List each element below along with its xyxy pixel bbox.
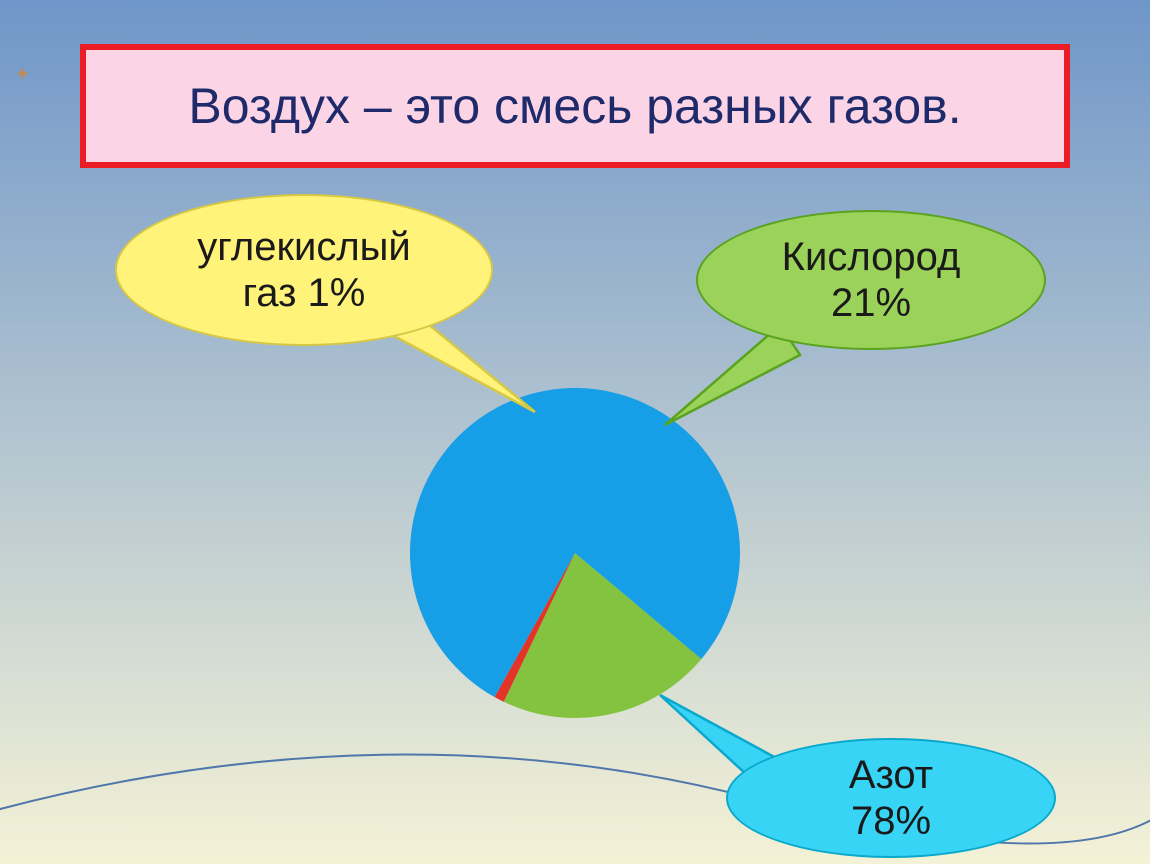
slide: ✦ Воздух – это смесь разных газов. Кисло… — [0, 0, 1150, 864]
callout-tail — [0, 0, 1150, 864]
callout-nitrogen: Азот78% — [0, 0, 1150, 864]
callout-line2: 78% — [851, 799, 931, 843]
callout-label: Азот78% — [849, 752, 933, 844]
callout-line1: Азот — [849, 753, 933, 797]
callout-body: Азот78% — [726, 738, 1056, 858]
